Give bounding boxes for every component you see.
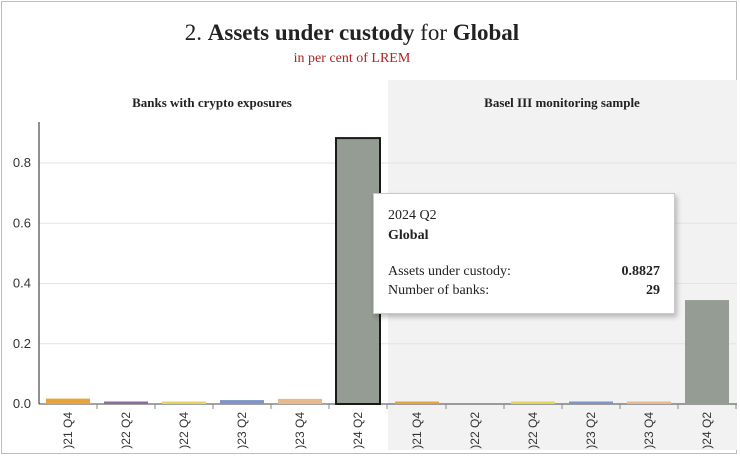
bar-basel-5[interactable]: [685, 300, 729, 404]
x-tick-label: )21 Q4: [61, 412, 75, 449]
x-tick-label: )23 Q2: [235, 412, 249, 449]
bar-crypto-0[interactable]: [46, 398, 90, 404]
y-tick-label: 0.8: [13, 155, 31, 170]
tooltip: 2024 Q2 Global Assets under custody: 0.8…: [373, 193, 675, 314]
bar-basel-4[interactable]: [627, 401, 671, 405]
y-tick-label: 0.4: [13, 276, 31, 291]
bar-basel-0[interactable]: [395, 401, 439, 405]
bar-crypto-3[interactable]: [220, 400, 264, 404]
title-prefix: 2.: [184, 20, 203, 45]
y-tick-label: 0.0: [13, 396, 31, 411]
x-tick-label: )23 Q4: [293, 412, 307, 449]
bar-basel-2[interactable]: [511, 401, 555, 405]
bar-crypto-2[interactable]: [162, 401, 206, 405]
x-tick-label: )22 Q4: [526, 412, 540, 449]
tooltip-banks-value: 29: [646, 283, 660, 298]
tooltip-assets-label: Assets under custody:: [388, 264, 511, 279]
tooltip-banks-label: Number of banks:: [388, 283, 490, 298]
x-tick-label: )23 Q2: [584, 412, 598, 449]
x-tick-label: )22 Q4: [177, 412, 191, 449]
x-tick-label: )22 Q2: [119, 412, 133, 449]
chart-title: 2. Assets under custody for Global: [0, 20, 704, 46]
title-region[interactable]: Global: [452, 20, 520, 45]
bar-crypto-4[interactable]: [278, 398, 322, 404]
chart-subtitle: in per cent of LREM: [293, 51, 411, 66]
bar-crypto-5[interactable]: [335, 137, 381, 405]
tooltip-region: Global: [388, 228, 429, 243]
bar-basel-3[interactable]: [569, 401, 613, 405]
panel-title-basel: Basel III monitoring sample: [484, 95, 640, 110]
y-tick-label: 0.2: [13, 336, 31, 351]
x-tick-label: )23 Q4: [642, 412, 656, 449]
x-tick-label: )21 Q4: [410, 412, 424, 449]
x-tick-label: )24 Q2: [700, 412, 714, 449]
tooltip-assets-value: 0.8827: [621, 264, 661, 279]
title-for: for: [420, 20, 447, 45]
title-metric[interactable]: Assets under custody: [207, 20, 415, 45]
x-tick-label: )22 Q2: [468, 412, 482, 449]
x-tick-label: )24 Q2: [351, 412, 365, 449]
tooltip-date: 2024 Q2: [388, 208, 437, 223]
panel-title-crypto: Banks with crypto exposures: [132, 95, 292, 110]
y-tick-label: 0.6: [13, 215, 31, 230]
bar-crypto-1[interactable]: [104, 401, 148, 405]
